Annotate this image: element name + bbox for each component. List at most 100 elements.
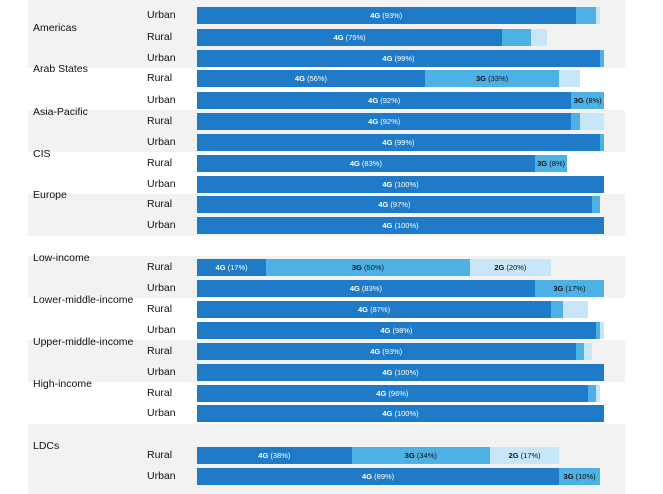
data-label: 4G (17%)	[215, 262, 248, 272]
group-label: CIS	[33, 148, 51, 160]
data-label: 4G (99%)	[382, 53, 415, 63]
bar-segment-2g	[583, 342, 592, 360]
bar-segment-2g	[469, 258, 552, 276]
data-label: 2G (20%)	[494, 262, 527, 272]
bar-segment-3g	[571, 112, 580, 130]
bar-segment-4g	[197, 91, 572, 109]
area-label: Urban	[147, 94, 176, 106]
bar-segment-3g	[595, 321, 600, 339]
bar-segment-4g	[197, 216, 604, 234]
bar-segment-4g	[197, 404, 604, 422]
group-label: Europe	[33, 189, 67, 201]
group-label: Low-income	[33, 252, 90, 264]
data-label: 4G (100%)	[382, 220, 419, 230]
bar-segment-2g	[595, 6, 600, 24]
bar-segment-3g	[502, 28, 531, 46]
bar-segment-2g	[579, 112, 604, 130]
bar-segment-4g	[197, 321, 596, 339]
area-label: Rural	[147, 157, 173, 169]
data-label: 4G (93%)	[370, 346, 403, 356]
group-label: Asia-Pacific	[33, 106, 88, 118]
area-label: Rural	[147, 198, 173, 210]
group-label: Americas	[33, 22, 77, 34]
bar-segment-4g	[197, 133, 600, 151]
group-label: High-income	[33, 378, 92, 390]
bar-segment-4g	[197, 446, 352, 464]
data-label: 4G (92%)	[368, 116, 401, 126]
data-label: 3G (33%)	[476, 73, 509, 83]
data-label: 4G (89%)	[362, 471, 395, 481]
data-label: 4G (87%)	[357, 304, 391, 314]
data-label: 3G (8%)	[537, 158, 566, 168]
data-label: 4G (38%)	[258, 450, 291, 460]
bar-segment-4g	[197, 69, 425, 87]
area-label: Urban	[147, 470, 176, 482]
bar-segment-4g	[197, 342, 576, 360]
bar-segment-4g	[197, 467, 560, 485]
bar-segment-3g	[534, 279, 604, 297]
bar-segment-3g	[575, 342, 584, 360]
data-label: 3G (8%)	[573, 95, 602, 105]
bar-segment-4g	[197, 384, 588, 402]
bar-segment-4g	[197, 154, 535, 172]
bar-segment-3g	[571, 91, 604, 109]
data-label: 4G (100%)	[382, 408, 419, 418]
data-label: 4G (99%)	[382, 137, 415, 147]
bar-segment-3g	[534, 154, 568, 172]
area-label: Urban	[147, 178, 176, 190]
bar-segment-4g	[197, 363, 604, 381]
data-label: 4G (92%)	[368, 95, 401, 105]
data-label: 3G (34%)	[404, 450, 437, 460]
bar-segment-4g	[197, 175, 604, 193]
data-label: 4G (75%)	[333, 32, 366, 42]
area-label: Rural	[147, 387, 173, 399]
group-label: Arab States	[33, 63, 88, 75]
bar-segment-3g	[424, 69, 560, 87]
data-label: 3G (10%)	[563, 471, 596, 481]
bar-segment-2g	[490, 446, 560, 464]
bar-segment-2g	[559, 69, 580, 87]
area-label: Rural	[147, 449, 173, 461]
bar-segment-4g	[197, 279, 535, 297]
row-band	[28, 424, 625, 445]
data-label: 4G (97%)	[378, 199, 411, 209]
bar-segment-4g	[197, 28, 503, 46]
data-label: 4G (83%)	[349, 158, 382, 168]
bar-segment-4g	[197, 195, 592, 213]
area-label: Urban	[147, 219, 176, 231]
bar-segment-3g	[587, 384, 596, 402]
area-label: Urban	[147, 366, 176, 378]
group-label: LDCs	[33, 440, 60, 452]
area-label: Rural	[147, 345, 173, 357]
bar-segment-4g	[197, 300, 552, 318]
bar-segment-3g	[599, 133, 604, 151]
data-label: 4G (98%)	[380, 325, 413, 335]
data-label: 4G (56%)	[294, 73, 328, 83]
area-label: Urban	[147, 282, 176, 294]
bar-segment-3g	[575, 6, 596, 24]
data-label: 2G (17%)	[508, 450, 541, 460]
bar-segment-3g	[559, 467, 600, 485]
bar-segment-4g	[197, 258, 267, 276]
area-label: Rural	[147, 31, 173, 43]
bar-segment-2g	[595, 384, 600, 402]
area-label: Urban	[147, 52, 176, 64]
data-label: 3G (50%)	[351, 262, 384, 272]
data-label: 4G (96%)	[376, 388, 409, 398]
bar-segment-3g	[599, 49, 604, 67]
data-label: 4G (83%)	[349, 283, 382, 293]
bar-segment-2g	[599, 321, 604, 339]
bar-segment-4g	[197, 112, 572, 130]
area-label: Rural	[147, 115, 173, 127]
bar-segment-3g	[351, 446, 491, 464]
area-label: Rural	[147, 72, 173, 84]
area-label: Urban	[147, 324, 176, 336]
group-label: Upper-middle-income	[33, 336, 134, 348]
data-label: 4G (93%)	[370, 10, 403, 20]
bar-segment-4g	[197, 49, 600, 67]
area-label: Urban	[147, 9, 176, 21]
data-label: 4G (100%)	[382, 179, 419, 189]
bar-segment-3g	[551, 300, 564, 318]
area-label: Urban	[147, 136, 176, 148]
bar-segment-3g	[591, 195, 600, 213]
